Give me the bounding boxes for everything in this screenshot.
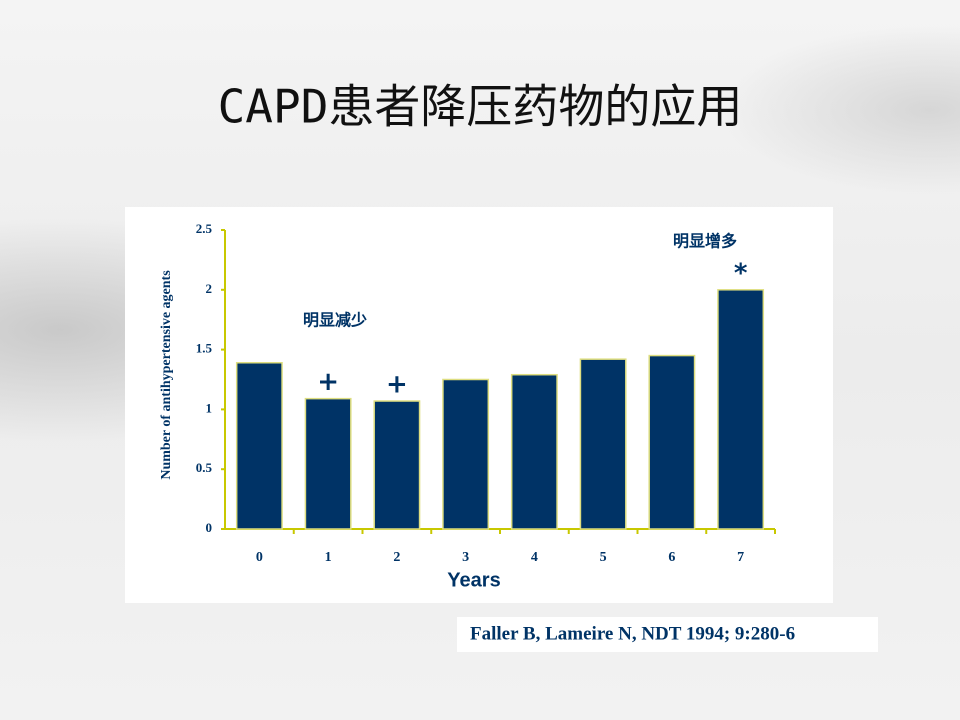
citation-box bbox=[457, 617, 878, 652]
bar bbox=[579, 358, 627, 530]
bar bbox=[717, 289, 765, 530]
x-tick-label: 4 bbox=[531, 550, 538, 565]
y-tick-label: 2 bbox=[206, 281, 213, 296]
x-tick-label: 3 bbox=[462, 550, 469, 565]
x-tick-label: 7 bbox=[737, 550, 744, 565]
slide-title: CAPD患者降压药物的应用 bbox=[218, 80, 743, 134]
x-tick-label: 0 bbox=[256, 550, 263, 565]
y-axis-label: Number of antihypertensive agents bbox=[159, 270, 174, 480]
bar-mark: + bbox=[317, 367, 339, 397]
bar-mark: * bbox=[734, 258, 748, 288]
bar bbox=[442, 378, 490, 530]
bar bbox=[235, 362, 283, 530]
bar bbox=[648, 354, 696, 530]
y-tick-label: 0.5 bbox=[196, 460, 213, 475]
x-axis-label: Years bbox=[447, 569, 500, 591]
x-tick-label: 2 bbox=[393, 550, 400, 565]
x-tick-label: 5 bbox=[600, 550, 607, 565]
bar-mark: + bbox=[386, 370, 408, 400]
bar bbox=[510, 373, 558, 530]
x-tick-label: 6 bbox=[668, 550, 675, 565]
y-tick-label: 0 bbox=[206, 520, 213, 535]
bar bbox=[304, 397, 352, 530]
annotation: 明显增多 bbox=[673, 232, 737, 251]
citation: Faller B, Lameire N, NDT 1994; 9:280-6 bbox=[470, 623, 795, 644]
annotation: 明显减少 bbox=[303, 311, 367, 330]
y-tick-label: 1 bbox=[206, 400, 213, 415]
bar bbox=[373, 400, 421, 530]
x-tick-label: 1 bbox=[325, 550, 332, 565]
y-tick-label: 2.5 bbox=[196, 221, 213, 236]
y-tick-label: 1.5 bbox=[196, 341, 213, 356]
